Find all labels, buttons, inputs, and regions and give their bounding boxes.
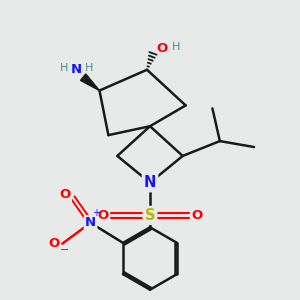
Text: O: O (156, 42, 167, 55)
Text: O: O (191, 209, 203, 222)
Text: +: + (92, 208, 101, 218)
Text: S: S (145, 208, 155, 223)
Text: N: N (71, 63, 82, 76)
Text: H: H (172, 42, 180, 52)
Text: N: N (144, 175, 156, 190)
Text: O: O (60, 188, 71, 201)
Text: −: − (60, 245, 69, 255)
Text: O: O (98, 209, 109, 222)
Polygon shape (80, 74, 100, 91)
Text: N: N (85, 216, 96, 229)
Text: H: H (60, 63, 68, 73)
Text: H: H (85, 63, 93, 73)
Text: O: O (48, 237, 60, 250)
